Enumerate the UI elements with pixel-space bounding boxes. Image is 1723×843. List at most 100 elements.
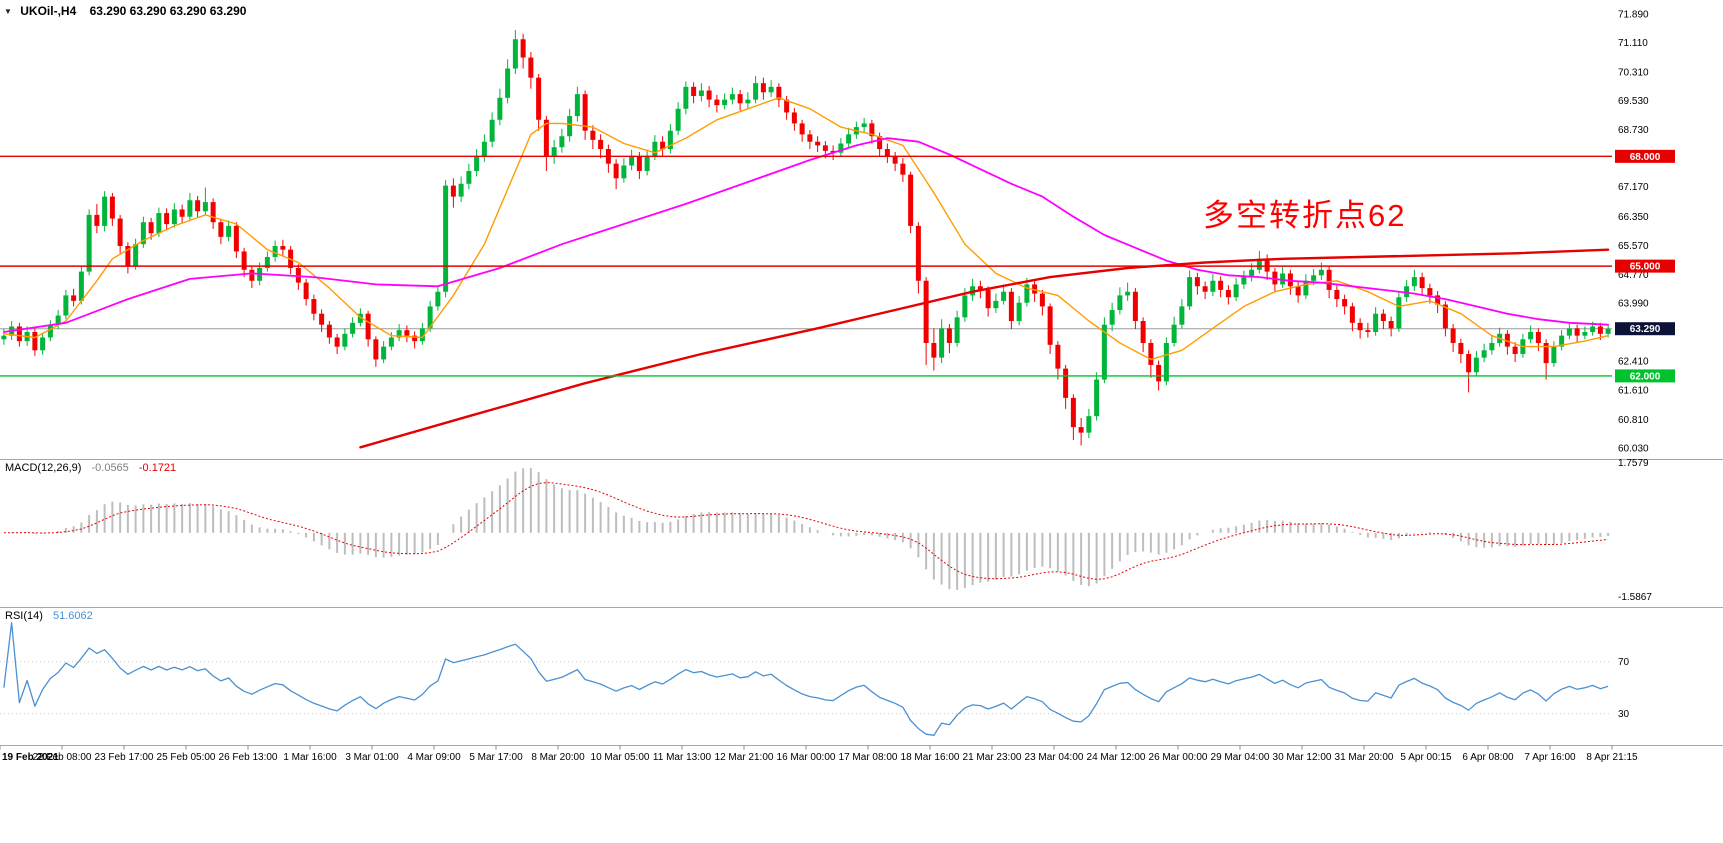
candle — [683, 81, 689, 115]
candle — [714, 94, 720, 113]
candle — [1574, 324, 1580, 343]
time-axis-label: 21 Mar 23:00 — [963, 752, 1022, 763]
chart-title: ▼ UKOil-,H4 63.290 63.290 63.290 63.290 — [4, 4, 246, 18]
ma-mid-line — [3, 137, 1609, 333]
candle — [1380, 309, 1386, 330]
time-axis-label: 17 Mar 08:00 — [839, 752, 898, 763]
candle — [729, 87, 735, 105]
candle — [1117, 287, 1123, 315]
candle — [923, 277, 929, 365]
candle — [1551, 341, 1557, 367]
one-click-expander-icon[interactable]: ▼ — [4, 7, 12, 16]
candle — [1512, 342, 1518, 363]
candle — [1163, 337, 1169, 386]
candle — [838, 138, 844, 157]
candle — [1032, 280, 1038, 302]
candle — [605, 144, 611, 173]
candle — [908, 171, 914, 234]
candle — [1473, 351, 1479, 376]
time-axis-label: 6 Apr 08:00 — [1462, 752, 1514, 763]
time-axis-label: 24 Mar 12:00 — [1087, 752, 1146, 763]
rsi-indicator-label: RSI(14) 51.6062 — [5, 610, 93, 622]
candle — [629, 149, 635, 171]
candle — [512, 30, 518, 75]
candle — [1419, 272, 1425, 297]
candle — [1535, 328, 1541, 352]
time-axis-label: 1 Mar 16:00 — [283, 752, 337, 763]
macd-main-value: -0.0565 — [91, 462, 129, 474]
candle — [1001, 284, 1007, 305]
candle — [574, 86, 580, 122]
macd-axis-min-label: -1.5867 — [1618, 592, 1652, 603]
price-tick-label: 70.310 — [1618, 67, 1649, 78]
candle — [1388, 316, 1394, 337]
candle — [815, 136, 821, 152]
candle — [1132, 288, 1138, 330]
candle — [125, 242, 131, 274]
candle — [396, 323, 402, 342]
candle — [1233, 277, 1239, 301]
candle — [1070, 394, 1076, 440]
candle — [1063, 364, 1069, 409]
rsi-level-70-label: 70 — [1618, 657, 1630, 668]
time-axis-label: 5 Mar 17:00 — [469, 752, 523, 763]
svg-text:62.000: 62.000 — [1630, 371, 1661, 382]
price-tag-62.000: 62.000 — [1615, 369, 1675, 383]
candle — [1349, 302, 1355, 332]
candle — [1202, 281, 1208, 300]
candle — [946, 323, 952, 354]
candle — [1078, 417, 1084, 446]
candle — [241, 247, 247, 278]
time-axis-label: 12 Mar 21:00 — [715, 752, 774, 763]
candle — [768, 80, 774, 98]
time-axis-label: 23 Mar 04:00 — [1025, 752, 1084, 763]
rsi-line — [3, 622, 1609, 736]
candle — [737, 89, 743, 111]
candle — [807, 130, 813, 150]
macd-indicator-label: MACD(12,26,9) -0.0565 -0.1721 — [5, 462, 176, 474]
candle — [218, 218, 224, 245]
time-axis-label: 11 Mar 13:00 — [653, 752, 712, 763]
candle — [1280, 266, 1286, 289]
candle — [342, 328, 348, 351]
time-axis-label: 23 Feb 17:00 — [95, 752, 154, 763]
candle — [1365, 322, 1371, 338]
candle — [140, 216, 146, 248]
candle — [1218, 276, 1224, 298]
candle — [970, 278, 976, 301]
candle — [1543, 339, 1549, 380]
candles-layer — [1, 30, 1611, 446]
macd-signal-value: -0.1721 — [138, 462, 177, 474]
price-tick-label: 66.350 — [1618, 212, 1649, 223]
candle — [644, 149, 650, 176]
time-axis-label: 10 Mar 05:00 — [591, 752, 650, 763]
candle — [489, 112, 495, 148]
candle — [753, 75, 759, 104]
candle — [892, 151, 898, 171]
candle — [326, 321, 332, 344]
time-axis-label: 19 Feb 2021 — [2, 752, 59, 763]
candle — [156, 207, 162, 237]
candle — [373, 336, 379, 367]
price-axis[interactable]: 71.890 71.110 70.310 69.530 68.730 67.170 66.3… — [1615, 10, 1675, 455]
candle — [1450, 323, 1456, 353]
svg-text:68.000: 68.000 — [1630, 152, 1661, 163]
price-tick-label: 65.570 — [1618, 241, 1649, 252]
candle — [1427, 283, 1433, 304]
ma-slow-line — [359, 248, 1610, 449]
price-annotation[interactable]: 多空转折点62 — [1203, 198, 1407, 233]
candle — [1225, 285, 1231, 305]
candle — [1256, 250, 1262, 274]
time-axis-label: 8 Mar 20:00 — [531, 752, 585, 763]
candle — [1373, 307, 1379, 336]
candle — [1334, 285, 1340, 308]
price-tick-label: 71.890 — [1618, 10, 1649, 21]
time-axis-label: 3 Mar 01:00 — [345, 752, 399, 763]
candle — [1194, 272, 1200, 295]
candle — [846, 127, 852, 148]
candle — [660, 136, 666, 157]
time-axis-label: 31 Mar 20:00 — [1335, 752, 1394, 763]
price-tick-label: 63.990 — [1618, 299, 1649, 310]
